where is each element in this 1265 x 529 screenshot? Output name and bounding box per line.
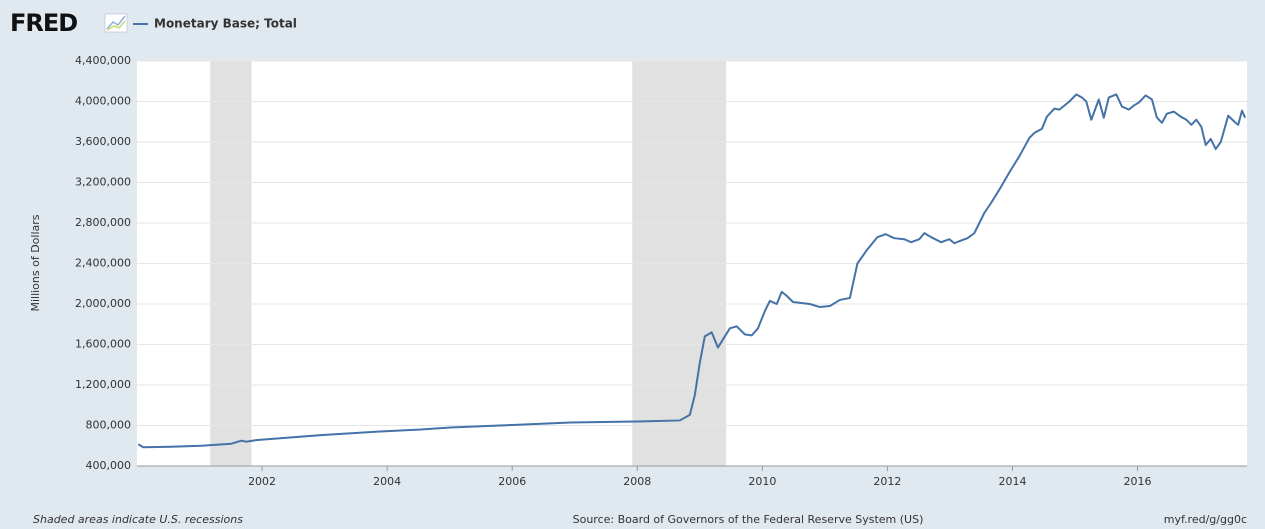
x-tick-label: 2010	[748, 475, 776, 488]
y-tick-label: 1,600,000	[75, 338, 131, 351]
x-tick-label: 2004	[373, 475, 401, 488]
x-tick-label: 2002	[248, 475, 276, 488]
logo-icon	[104, 13, 128, 33]
x-tick-label: 2014	[998, 475, 1026, 488]
y-tick-label: 3,600,000	[75, 135, 131, 148]
recession-note: Shaded areas indicate U.S. recessions	[33, 513, 243, 526]
y-tick-label: 1,200,000	[75, 378, 131, 391]
y-tick-label: 4,000,000	[75, 95, 131, 108]
y-axis-label: Millions of Dollars	[29, 214, 42, 311]
y-tick-label: 2,800,000	[75, 216, 131, 229]
x-tick-label: 2006	[498, 475, 526, 488]
x-tick-label: 2016	[1124, 475, 1152, 488]
x-tick-label: 2008	[623, 475, 651, 488]
y-tick-label: 400,000	[86, 459, 132, 472]
y-tick-label: 3,200,000	[75, 176, 131, 189]
y-tick-label: 800,000	[86, 419, 132, 432]
source: Source: Board of Governors of the Federa…	[573, 513, 924, 526]
series-line	[137, 93, 1247, 449]
legend-label: Monetary Base; Total	[154, 17, 297, 31]
link: myf.red/g/gg0c	[1164, 513, 1247, 526]
y-tick-label: 2,000,000	[75, 297, 131, 310]
x-tick-label: 2012	[873, 475, 901, 488]
brand-logo: FRED	[10, 9, 77, 37]
y-tick-label: 2,400,000	[75, 257, 131, 270]
y-tick-label: 4,400,000	[75, 54, 131, 67]
